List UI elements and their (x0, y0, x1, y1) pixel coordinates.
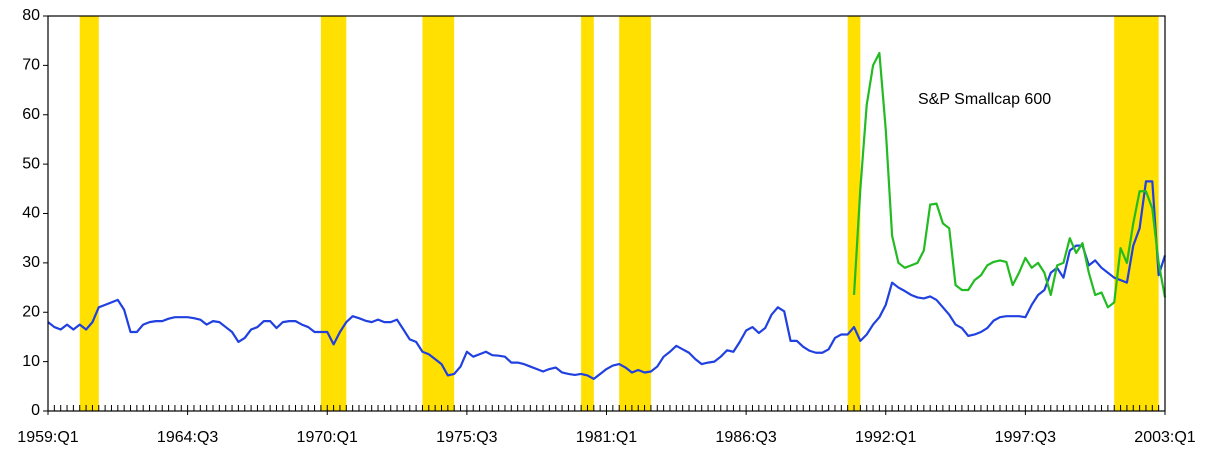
y-tick-label: 80 (22, 7, 40, 24)
y-tick-label: 70 (22, 57, 40, 74)
series-line (852, 51, 1167, 309)
y-tick-label: 50 (22, 155, 40, 172)
series-line (47, 180, 1167, 381)
series-annotation: S&P Smallcap 600 (918, 91, 1051, 108)
y-tick-label: 20 (22, 303, 40, 320)
y-tick-label: 40 (22, 205, 40, 222)
x-tick-label: 1964:Q3 (157, 429, 218, 446)
x-tick-label: 1986:Q3 (715, 429, 776, 446)
x-tick-label: 2003:Q1 (1134, 429, 1195, 446)
recession-band (79, 16, 99, 411)
x-tick-label: 1970:Q1 (297, 429, 358, 446)
x-tick-label: 1981:Q1 (576, 429, 637, 446)
recession-band (619, 16, 651, 411)
y-tick-label: 60 (22, 106, 40, 123)
x-tick-label: 1975:Q3 (436, 429, 497, 446)
recession-band (847, 16, 861, 411)
plot-frame (47, 15, 1166, 412)
x-tick-label: 1959:Q1 (17, 429, 78, 446)
recession-band (1114, 16, 1159, 411)
recession-band (320, 16, 347, 411)
recession-band (581, 16, 594, 411)
y-tick-label: 10 (22, 353, 40, 370)
x-tick-label: 1997:Q3 (995, 429, 1056, 446)
recession-band (422, 16, 455, 411)
y-tick-label: 0 (31, 402, 40, 419)
y-tick-label: 30 (22, 254, 40, 271)
x-tick-label: 1992:Q1 (855, 429, 916, 446)
